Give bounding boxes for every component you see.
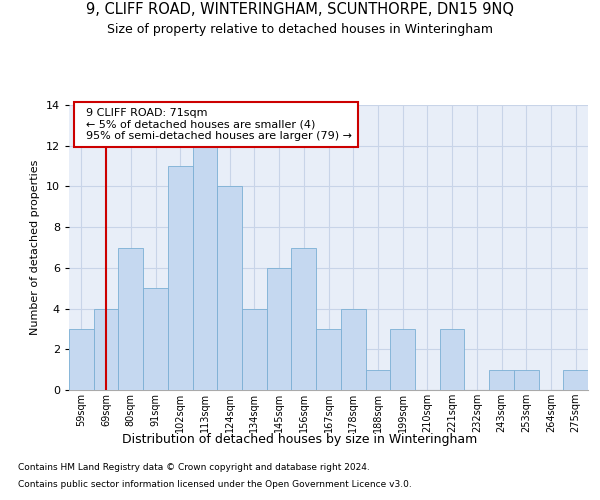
Text: 9 CLIFF ROAD: 71sqm
  ← 5% of detached houses are smaller (4)
  95% of semi-deta: 9 CLIFF ROAD: 71sqm ← 5% of detached hou… bbox=[79, 108, 352, 141]
Bar bbox=[365, 370, 390, 390]
Text: Distribution of detached houses by size in Winteringham: Distribution of detached houses by size … bbox=[122, 432, 478, 446]
Bar bbox=[440, 329, 464, 390]
Bar bbox=[316, 329, 341, 390]
Bar bbox=[489, 370, 514, 390]
Y-axis label: Number of detached properties: Number of detached properties bbox=[30, 160, 40, 335]
Bar bbox=[217, 186, 242, 390]
Bar bbox=[94, 308, 118, 390]
Bar bbox=[514, 370, 539, 390]
Text: Contains HM Land Registry data © Crown copyright and database right 2024.: Contains HM Land Registry data © Crown c… bbox=[18, 464, 370, 472]
Text: 9, CLIFF ROAD, WINTERINGHAM, SCUNTHORPE, DN15 9NQ: 9, CLIFF ROAD, WINTERINGHAM, SCUNTHORPE,… bbox=[86, 2, 514, 18]
Bar bbox=[193, 146, 217, 390]
Bar bbox=[267, 268, 292, 390]
Bar bbox=[341, 308, 365, 390]
Bar bbox=[563, 370, 588, 390]
Bar bbox=[143, 288, 168, 390]
Text: Size of property relative to detached houses in Winteringham: Size of property relative to detached ho… bbox=[107, 22, 493, 36]
Bar bbox=[118, 248, 143, 390]
Bar bbox=[69, 329, 94, 390]
Bar bbox=[242, 308, 267, 390]
Bar bbox=[292, 248, 316, 390]
Text: Contains public sector information licensed under the Open Government Licence v3: Contains public sector information licen… bbox=[18, 480, 412, 489]
Bar bbox=[390, 329, 415, 390]
Bar bbox=[168, 166, 193, 390]
